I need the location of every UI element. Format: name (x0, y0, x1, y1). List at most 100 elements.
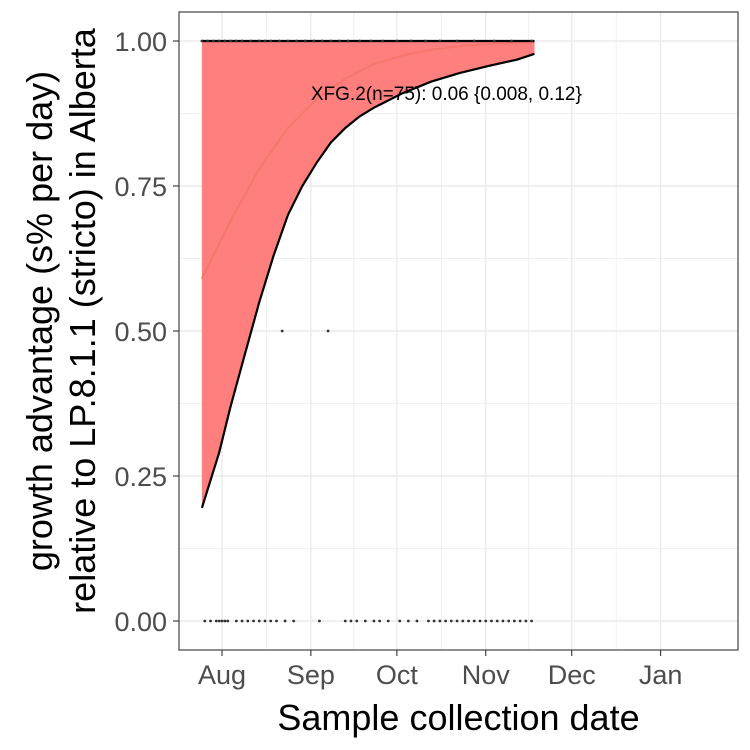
data-point (369, 39, 373, 43)
data-point (524, 619, 528, 623)
data-point (438, 39, 442, 43)
data-point (495, 619, 499, 623)
data-point (320, 39, 324, 43)
y-tick-label: 0.00 (114, 607, 167, 637)
data-point (444, 619, 447, 623)
data-point (455, 39, 459, 43)
data-point (455, 619, 459, 623)
confidence-ribbon-layer (201, 41, 535, 508)
data-point (240, 619, 244, 623)
data-point (220, 619, 224, 623)
data-point (217, 39, 221, 43)
data-point (283, 619, 287, 623)
x-tick-label: Oct (376, 660, 419, 690)
data-point (209, 619, 212, 623)
data-point (249, 39, 253, 43)
x-tick-label: Aug (198, 660, 246, 690)
data-point (257, 619, 261, 623)
data-point (355, 619, 359, 623)
data-point (449, 619, 453, 623)
data-point (292, 619, 296, 623)
data-point (275, 619, 278, 623)
data-point (386, 619, 390, 623)
data-point (398, 619, 402, 623)
data-point (343, 619, 347, 623)
data-point (381, 39, 384, 43)
data-point (415, 619, 419, 623)
data-point (252, 619, 255, 623)
data-point (277, 39, 281, 43)
data-point (358, 39, 361, 43)
data-point (326, 329, 330, 333)
data-point (269, 619, 273, 623)
data-point (223, 39, 227, 43)
data-point (478, 619, 482, 623)
y-tick-label: 1.00 (114, 27, 167, 57)
data-point (269, 39, 273, 43)
data-point (507, 619, 511, 623)
data-point (217, 619, 221, 623)
data-point (200, 39, 204, 43)
data-point (395, 39, 399, 43)
data-point (518, 619, 522, 623)
data-point (286, 39, 290, 43)
data-point (346, 39, 350, 43)
data-point (513, 619, 516, 623)
data-point (349, 619, 353, 623)
data-point (372, 619, 376, 623)
y-axis-title-line-1: growth advantage (s% per day) (19, 71, 60, 571)
data-point (530, 619, 533, 623)
data-point (490, 619, 493, 623)
confidence-ribbon (201, 41, 535, 508)
y-tick-label: 0.50 (114, 317, 167, 347)
data-point (338, 39, 341, 43)
data-point (312, 39, 316, 43)
data-point (472, 619, 476, 623)
data-point (406, 619, 410, 623)
data-point (492, 39, 496, 43)
data-point (427, 619, 430, 623)
y-tick-label: 0.75 (114, 172, 167, 202)
data-point (223, 619, 227, 623)
x-axis-title: Sample collection date (277, 697, 639, 738)
point-layer (200, 39, 533, 623)
data-point (246, 619, 250, 623)
data-point (510, 39, 513, 43)
fit-line (200, 41, 535, 280)
data-point (318, 619, 321, 623)
data-point (263, 39, 267, 43)
data-point (263, 619, 267, 623)
data-point (472, 39, 476, 43)
lower-bound-line (200, 52, 535, 509)
tick-layer: 0.00 0.25 0.50 0.75 1.00 Aug Sep Oct Nov Dec Jan (114, 27, 682, 690)
data-point (303, 39, 307, 43)
data-point (363, 619, 367, 623)
data-point (295, 39, 298, 43)
data-point (234, 39, 238, 43)
data-point (214, 619, 218, 623)
data-point (467, 619, 470, 623)
data-point (226, 619, 230, 623)
annotation-label: XFG.2(n=75): 0.06 {0.008, 0.12} (311, 84, 582, 105)
y-tick-label: 0.25 (114, 462, 167, 492)
data-point (461, 619, 465, 623)
y-axis-title-line-2: relative to LP.8.1.1 (stricto) in Albert… (62, 27, 103, 614)
data-point (424, 39, 427, 43)
x-tick-label: Nov (462, 660, 511, 690)
data-point (484, 619, 488, 623)
data-point (240, 39, 244, 43)
data-point (229, 39, 233, 43)
data-point (438, 619, 442, 623)
data-point (409, 39, 413, 43)
line-layer (200, 39, 535, 509)
data-point (280, 329, 284, 333)
x-tick-label: Sep (287, 660, 335, 690)
data-point (432, 619, 436, 623)
data-point (530, 39, 533, 43)
data-point (203, 619, 207, 623)
data-point (206, 39, 210, 43)
data-point (501, 619, 505, 623)
data-point (329, 39, 333, 43)
data-point (378, 619, 382, 623)
